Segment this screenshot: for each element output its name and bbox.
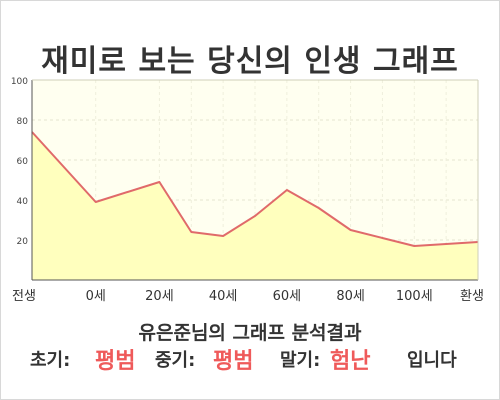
early-value: 평범 (95, 349, 136, 374)
x-tick-label: 환생 (460, 289, 484, 304)
x-tick-label: 0세 (86, 289, 106, 304)
verdict-suffix: 입니다 (407, 350, 457, 371)
y-tick-label: 60 (17, 157, 29, 167)
area-fill (32, 132, 478, 280)
mid-label: 중기: (155, 350, 196, 371)
x-tick-label: 40세 (209, 289, 238, 304)
x-tick-label: 60세 (273, 289, 302, 304)
y-tick-label: 20 (17, 237, 29, 247)
mid-value: 평범 (213, 349, 254, 374)
y-tick-label: 40 (17, 197, 29, 207)
page-title: 재미로 보는 당신의 인생 그래프 (41, 44, 459, 79)
y-tick-label: 100 (11, 77, 28, 87)
analysis-summary: 유은준님의 그래프 분석결과 (138, 322, 362, 344)
axes (31, 79, 479, 281)
y-tick-label: 80 (17, 117, 29, 127)
x-tick-label: 100세 (396, 289, 433, 304)
late-label: 말기: (280, 350, 321, 371)
x-tick-label: 80세 (336, 289, 365, 304)
x-axis-ticks: 전생 0세 20세 40세 60세 80세 100세 환생 (12, 289, 484, 304)
late-value: 험난 (330, 349, 371, 374)
series-line (31, 131, 479, 247)
x-tick-label: 전생 (12, 289, 36, 304)
y-axis-ticks: 20 40 60 80 100 (11, 77, 28, 247)
early-label: 초기: (30, 350, 71, 371)
x-tick-label: 20세 (145, 289, 174, 304)
